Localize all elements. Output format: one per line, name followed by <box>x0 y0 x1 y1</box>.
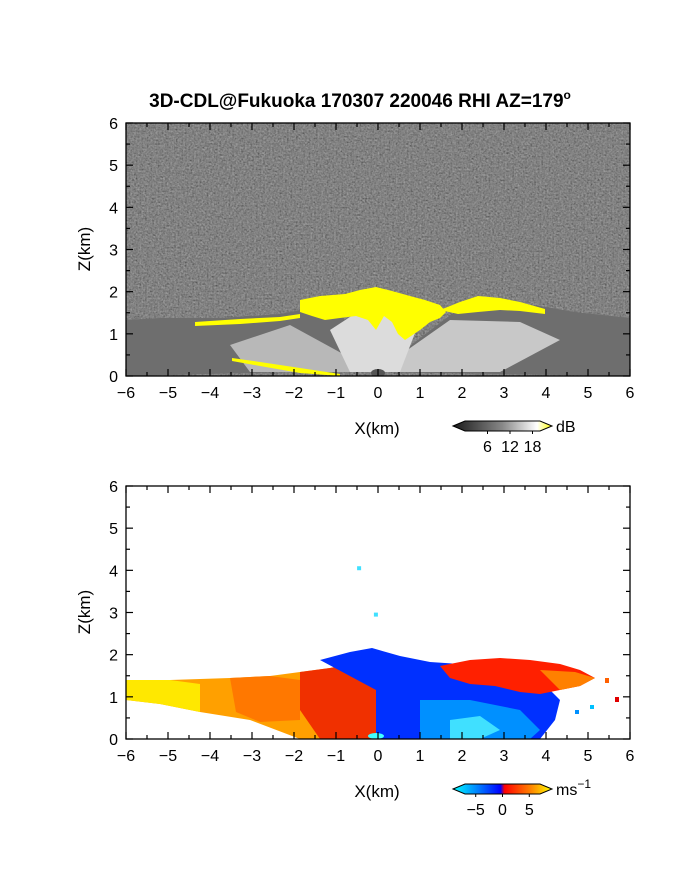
x-tick-label: −6 <box>117 748 135 765</box>
velocity-x-tick-labels: −6 −5 −4 −3 −2 −1 0 1 2 3 4 5 6 <box>117 748 635 765</box>
colorbar-tick-label: 6 <box>483 439 492 456</box>
x-tick-label: 5 <box>584 748 593 765</box>
y-tick-label: 6 <box>109 116 118 133</box>
x-tick-label: 1 <box>416 385 425 402</box>
y-tick-label: 5 <box>109 521 118 538</box>
colorbar-tick-label: 0 <box>498 802 507 819</box>
velocity-site-marker <box>368 733 384 739</box>
x-tick-label: 3 <box>500 748 509 765</box>
x-tick-label: 0 <box>374 385 383 402</box>
snr-y-tick-labels: 0 1 2 3 4 5 6 <box>109 116 118 386</box>
x-tick-label: −3 <box>243 385 261 402</box>
colorbar-tick-label: 5 <box>525 802 534 819</box>
velocity-colorbar-labels: −5 0 5 <box>467 802 534 819</box>
y-tick-label: 2 <box>109 285 118 302</box>
colorbar-tick-label: 18 <box>524 439 542 456</box>
y-tick-label: 3 <box>109 243 118 260</box>
y-tick-label: 0 <box>109 732 118 749</box>
snr-colorbar-unit: dB <box>556 419 576 436</box>
x-tick-label: 2 <box>458 385 467 402</box>
y-tick-label: 0 <box>109 369 118 386</box>
x-tick-label: −2 <box>285 748 303 765</box>
colorbar-tick-label: 12 <box>501 439 519 456</box>
snr-saturated-right <box>440 296 545 314</box>
x-tick-label: 5 <box>584 385 593 402</box>
velocity-x-axis-label: X(km) <box>354 782 399 801</box>
x-tick-label: −6 <box>117 385 135 402</box>
x-tick-label: −5 <box>159 385 177 402</box>
snr-saturated-low <box>232 358 340 376</box>
x-tick-label: −4 <box>201 385 219 402</box>
x-tick-label: −5 <box>159 748 177 765</box>
x-tick-label: 4 <box>542 748 551 765</box>
velocity-isolated-point <box>357 566 362 571</box>
snr-colorbar: 6 12 18 dB <box>451 419 576 456</box>
velocity-positive-upper-right-orange <box>540 670 595 690</box>
velocity-isolated-points <box>357 566 378 617</box>
x-tick-label: −1 <box>327 748 345 765</box>
snr-saturated-top <box>300 287 446 340</box>
velocity-colorbar-ticks <box>475 794 530 797</box>
velocity-speckle <box>615 697 619 702</box>
velocity-colorbar-unit: ms−1 <box>556 777 591 799</box>
x-tick-label: −4 <box>201 748 219 765</box>
y-tick-label: 1 <box>109 327 118 344</box>
figure-title: 3D-CDL@Fukuoka 170307 220046 RHI AZ=179o <box>149 88 571 112</box>
y-tick-label: 4 <box>109 200 118 217</box>
y-tick-label: 4 <box>109 563 118 580</box>
snr-ticks <box>125 122 631 377</box>
y-tick-label: 2 <box>109 648 118 665</box>
snr-echo-right-bright <box>376 320 560 372</box>
velocity-colorbar-bar <box>451 783 554 795</box>
velocity-speckle <box>590 705 594 709</box>
x-tick-label: 0 <box>374 748 383 765</box>
x-tick-label: −3 <box>243 748 261 765</box>
snr-colorbar-bar <box>451 420 554 432</box>
y-tick-label: 5 <box>109 158 118 175</box>
snr-echo-left-bright <box>230 325 376 372</box>
y-tick-label: 6 <box>109 479 118 496</box>
x-tick-label: 3 <box>500 385 509 402</box>
velocity-y-tick-labels: 0 1 2 3 4 5 6 <box>109 479 118 749</box>
velocity-positive-left-orange <box>230 676 300 722</box>
x-tick-label: 1 <box>416 748 425 765</box>
x-tick-label: −1 <box>327 385 345 402</box>
velocity-speckle <box>575 710 579 714</box>
colorbar-tick-label: −5 <box>467 802 485 819</box>
snr-saturated-ring <box>195 314 300 326</box>
y-tick-label: 3 <box>109 606 118 623</box>
y-tick-label: 1 <box>109 690 118 707</box>
snr-y-axis-label: Z(km) <box>75 227 94 271</box>
x-tick-label: 4 <box>542 385 551 402</box>
x-tick-label: 2 <box>458 748 467 765</box>
velocity-colorbar: −5 0 5 ms−1 <box>451 777 591 819</box>
velocity-isolated-point <box>373 612 378 617</box>
x-tick-label: 6 <box>626 385 635 402</box>
snr-x-tick-labels: −6 −5 −4 −3 −2 −1 0 1 2 3 4 5 6 <box>117 385 635 402</box>
snr-colorbar-ticks <box>487 431 533 434</box>
snr-x-axis-label: X(km) <box>354 419 399 438</box>
velocity-y-axis-label: Z(km) <box>75 590 94 634</box>
snr-colorbar-labels: 6 12 18 <box>483 439 541 456</box>
x-tick-label: −2 <box>285 385 303 402</box>
velocity-positive-left-yellow <box>126 680 200 712</box>
velocity-ticks <box>125 485 631 740</box>
x-tick-label: 6 <box>626 748 635 765</box>
velocity-speckle <box>605 678 609 683</box>
